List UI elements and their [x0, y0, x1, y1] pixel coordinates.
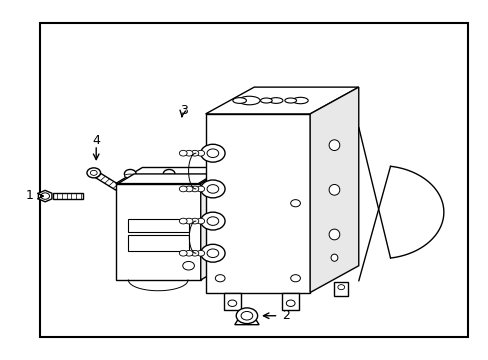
- Polygon shape: [205, 87, 358, 114]
- Circle shape: [124, 170, 136, 178]
- Ellipse shape: [330, 254, 337, 261]
- Circle shape: [227, 300, 236, 306]
- Circle shape: [197, 186, 204, 192]
- Circle shape: [179, 218, 187, 224]
- Bar: [223, 293, 241, 310]
- Ellipse shape: [124, 174, 136, 178]
- Circle shape: [191, 186, 199, 192]
- Polygon shape: [309, 87, 358, 293]
- Ellipse shape: [285, 98, 296, 103]
- Circle shape: [290, 275, 300, 282]
- Ellipse shape: [238, 96, 260, 105]
- Ellipse shape: [260, 98, 272, 103]
- Polygon shape: [234, 319, 259, 325]
- Bar: [127, 235, 188, 251]
- Bar: [127, 219, 188, 232]
- Ellipse shape: [163, 174, 175, 178]
- Circle shape: [87, 168, 101, 178]
- Circle shape: [215, 275, 224, 282]
- Circle shape: [179, 186, 187, 192]
- Polygon shape: [201, 167, 227, 280]
- Circle shape: [201, 144, 224, 162]
- Bar: [205, 114, 309, 293]
- Circle shape: [41, 193, 49, 199]
- Bar: [334, 282, 347, 296]
- Ellipse shape: [292, 97, 307, 104]
- Circle shape: [206, 217, 218, 225]
- Circle shape: [185, 150, 193, 156]
- Polygon shape: [118, 174, 214, 184]
- Circle shape: [201, 212, 224, 230]
- Text: 2: 2: [282, 309, 289, 321]
- Circle shape: [179, 150, 187, 156]
- Circle shape: [185, 186, 193, 192]
- Polygon shape: [39, 190, 52, 202]
- Text: 3: 3: [180, 104, 187, 117]
- Circle shape: [191, 150, 199, 156]
- Bar: [53, 193, 82, 199]
- Circle shape: [337, 285, 344, 290]
- Circle shape: [179, 250, 187, 256]
- Ellipse shape: [328, 184, 339, 195]
- Bar: [116, 184, 201, 280]
- Bar: [282, 293, 299, 310]
- Polygon shape: [91, 171, 120, 190]
- Polygon shape: [116, 167, 227, 184]
- Circle shape: [290, 200, 300, 207]
- Circle shape: [191, 250, 199, 256]
- Circle shape: [183, 261, 194, 270]
- Bar: [40, 23, 467, 337]
- Ellipse shape: [269, 98, 283, 103]
- Ellipse shape: [328, 140, 339, 150]
- Circle shape: [206, 179, 216, 185]
- Circle shape: [206, 249, 218, 257]
- Circle shape: [163, 170, 175, 178]
- Circle shape: [286, 300, 294, 306]
- Circle shape: [191, 218, 199, 224]
- Circle shape: [197, 150, 204, 156]
- Ellipse shape: [232, 98, 246, 103]
- Circle shape: [90, 170, 97, 175]
- Circle shape: [197, 218, 204, 224]
- Circle shape: [206, 185, 218, 193]
- Circle shape: [185, 218, 193, 224]
- Circle shape: [185, 250, 193, 256]
- Circle shape: [236, 308, 257, 324]
- Ellipse shape: [328, 229, 339, 240]
- Text: 4: 4: [92, 134, 100, 147]
- Circle shape: [206, 149, 218, 157]
- Text: 1: 1: [26, 189, 34, 202]
- Circle shape: [201, 180, 224, 198]
- Circle shape: [201, 244, 224, 262]
- Circle shape: [241, 311, 252, 320]
- Circle shape: [197, 250, 204, 256]
